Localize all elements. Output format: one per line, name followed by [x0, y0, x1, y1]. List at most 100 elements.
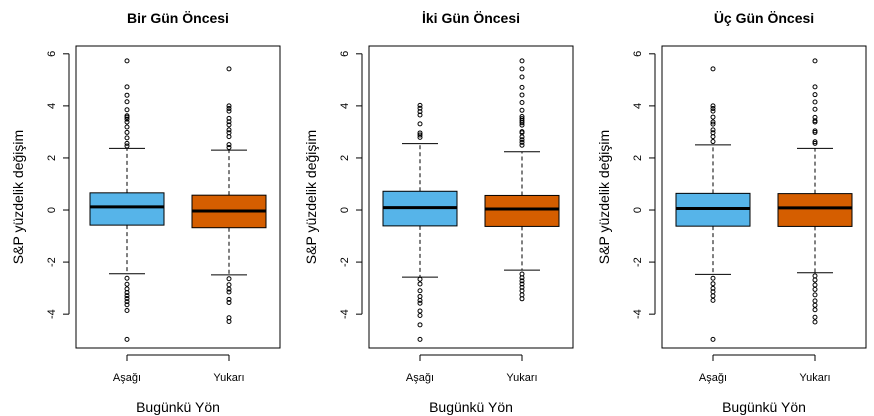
outlier-point: [519, 122, 525, 128]
outlier-point: [124, 290, 130, 296]
x-category-label: Aşağı: [113, 372, 141, 384]
outlier-point: [710, 134, 716, 140]
y-tick-label: 2: [339, 155, 351, 161]
outlier-point: [124, 302, 130, 308]
outlier-point: [812, 314, 818, 320]
outlier-point: [124, 114, 130, 120]
outlier-point: [519, 139, 525, 145]
outlier-point: [124, 296, 130, 302]
box-Yukarı: [777, 193, 853, 227]
y-tick-label: -2: [339, 257, 351, 267]
outlier-point: [417, 102, 423, 108]
outlier-point: [812, 139, 818, 145]
y-tick-label: 4: [46, 103, 58, 109]
y-tick-label: -2: [632, 257, 644, 267]
outlier-point: [812, 319, 818, 325]
outlier-point: [124, 281, 130, 287]
outlier-point: [519, 275, 525, 281]
outlier-point: [519, 296, 525, 302]
outlier-point: [812, 128, 818, 134]
y-tick-label: 6: [339, 51, 351, 57]
outlier-point: [519, 120, 525, 126]
outlier-point: [710, 139, 716, 145]
box-Aşağı: [89, 192, 165, 226]
outlier-point: [417, 281, 423, 287]
panel-title: İki Gün Öncesi: [422, 10, 520, 26]
plot-frame-1: [75, 45, 281, 349]
outlier-point: [124, 107, 130, 113]
outlier-point: [417, 300, 423, 306]
outlier-point: [812, 302, 818, 308]
outlier-point: [417, 322, 423, 328]
outlier-point: [226, 66, 232, 72]
y-axis-label: S&P yüzdelik değişim: [10, 130, 26, 264]
outlier-point: [124, 84, 130, 90]
y-tick-label: 6: [632, 51, 644, 57]
outlier-point: [417, 109, 423, 115]
outlier-point: [226, 108, 232, 114]
outlier-point: [226, 145, 232, 151]
outlier-point: [124, 275, 130, 281]
y-tick-label: 0: [46, 207, 58, 213]
outlier-point: [226, 122, 232, 128]
y-tick-label: -4: [46, 309, 58, 319]
y-axis-label: S&P yüzdelik değişim: [303, 130, 319, 264]
outlier-point: [812, 84, 818, 90]
outlier-point: [710, 119, 716, 125]
outlier-point: [519, 58, 525, 64]
outlier-point: [812, 119, 818, 125]
outlier-point: [417, 276, 423, 282]
outlier-point: [519, 142, 525, 148]
outlier-point: [417, 297, 423, 303]
outlier-point: [812, 292, 818, 298]
outlier-point: [417, 293, 423, 299]
outlier-point: [124, 58, 130, 64]
outlier-point: [710, 285, 716, 291]
y-tick-label: 4: [632, 103, 644, 109]
outlier-point: [710, 114, 716, 120]
outlier-point: [519, 107, 525, 113]
y-tick-label: 4: [339, 103, 351, 109]
outlier-point: [226, 289, 232, 295]
outlier-point: [812, 114, 818, 120]
panel-title: Üç Gün Öncesi: [714, 10, 814, 26]
outlier-point: [226, 115, 232, 121]
outlier-point: [710, 275, 716, 281]
y-tick-label: -4: [339, 309, 351, 319]
outlier-point: [812, 273, 818, 279]
outlier-point: [812, 298, 818, 304]
outlier-point: [710, 297, 716, 303]
outlier-point: [417, 121, 423, 127]
outlier-point: [710, 105, 716, 111]
y-tick-label: 0: [339, 207, 351, 213]
y-tick-label: 0: [632, 207, 644, 213]
outlier-point: [226, 134, 232, 140]
outlier-point: [417, 312, 423, 318]
outlier-point: [124, 135, 130, 141]
outlier-point: [710, 103, 716, 109]
outlier-point: [710, 130, 716, 136]
outlier-point: [124, 299, 130, 305]
outlier-point: [417, 132, 423, 138]
outlier-point: [710, 336, 716, 342]
outlier-point: [519, 92, 525, 98]
outlier-point: [812, 58, 818, 64]
box-Yukarı: [484, 194, 560, 227]
plot-frame-3: [661, 45, 867, 349]
outlier-point: [812, 99, 818, 105]
outlier-point: [710, 66, 716, 72]
outlier-point: [124, 308, 130, 314]
outlier-point: [519, 292, 525, 298]
y-tick-label: -2: [46, 257, 58, 267]
outlier-point: [519, 134, 525, 140]
outlier-point: [519, 284, 525, 290]
outlier-point: [519, 137, 525, 143]
outlier-point: [226, 127, 232, 133]
outlier-point: [124, 119, 130, 125]
outlier-point: [417, 105, 423, 111]
outlier-point: [417, 112, 423, 118]
outlier-point: [226, 130, 232, 136]
outlier-point: [812, 106, 818, 112]
outlier-point: [812, 129, 818, 135]
